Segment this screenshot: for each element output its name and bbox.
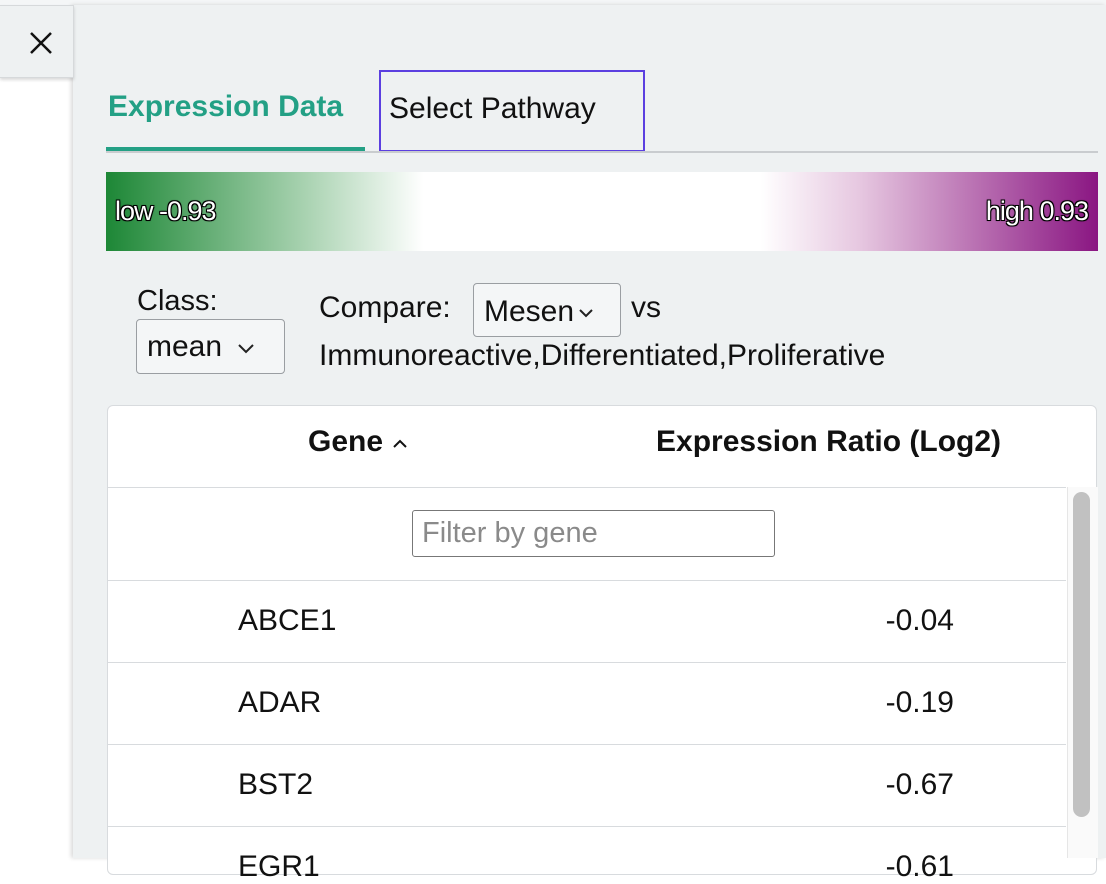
row-divider	[108, 744, 1066, 745]
close-button[interactable]	[0, 5, 74, 78]
class-label: Class:	[137, 285, 218, 317]
class-select[interactable]: mean	[136, 319, 285, 374]
legend-high: high 0.93	[985, 196, 1089, 226]
row-divider	[108, 487, 1066, 488]
chevron	[579, 309, 593, 318]
row-divider	[108, 662, 1066, 663]
tab-underline	[106, 147, 365, 151]
compare-label: Compare:	[319, 291, 451, 324]
table	[107, 405, 1097, 875]
ratio-cell: -0.67	[885, 768, 954, 801]
column-header[interactable]: Gene	[308, 425, 409, 459]
ratio-cell: -0.61	[885, 850, 954, 883]
gene-cell: BST2	[238, 768, 314, 801]
header-text: Gene	[308, 425, 384, 458]
top-strip	[0, 0, 1106, 5]
row-divider	[108, 580, 1066, 581]
tab[interactable]: Expression Data	[108, 90, 344, 123]
select-value: mean	[147, 330, 223, 363]
ratio-cell: -0.04	[885, 604, 954, 637]
compare-against: Immunoreactive,Differentiated,Proliferat…	[319, 339, 886, 372]
tab-rule	[106, 151, 1098, 153]
color-legend	[106, 172, 1098, 251]
scrollbar-thumb[interactable]	[1073, 492, 1090, 817]
chevron	[238, 344, 255, 354]
tab[interactable]: Select Pathway	[379, 70, 645, 152]
gene-cell: EGR1	[238, 850, 320, 883]
ratio-cell: -0.19	[885, 686, 954, 719]
select-value: Mesen	[484, 295, 575, 328]
compare-select[interactable]: Mesen	[473, 283, 621, 337]
gene-cell: ABCE1	[238, 604, 337, 637]
sort-icon	[393, 439, 408, 448]
gene-cell: ADAR	[238, 686, 322, 719]
row-divider	[108, 826, 1066, 827]
legend-low: low -0.93	[115, 196, 217, 226]
close-icon	[30, 32, 52, 54]
vs-label: vs	[631, 291, 661, 324]
filter-input[interactable]: Filter by gene	[412, 510, 775, 557]
column-header[interactable]: Expression Ratio (Log2)	[656, 425, 1002, 458]
